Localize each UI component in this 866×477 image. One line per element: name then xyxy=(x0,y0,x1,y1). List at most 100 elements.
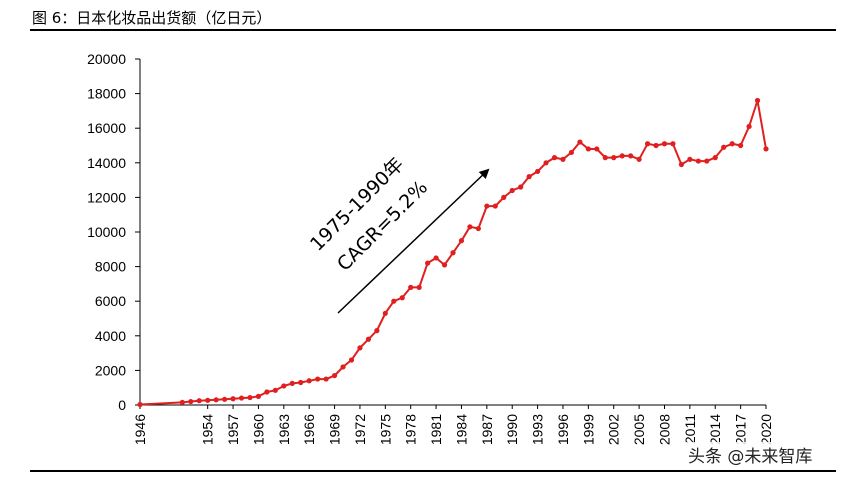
x-tick-label: 2014 xyxy=(707,414,723,445)
data-point xyxy=(408,284,414,290)
x-tick-label: 1966 xyxy=(301,414,317,445)
x-tick-label: 1987 xyxy=(479,414,495,445)
data-point xyxy=(264,389,270,395)
data-point xyxy=(475,225,481,232)
data-point xyxy=(205,397,211,403)
x-tick-label: 1996 xyxy=(555,414,571,445)
x-tick-label: 1999 xyxy=(580,414,596,445)
data-point xyxy=(230,396,236,402)
data-point xyxy=(501,194,507,200)
x-tick-label: 2008 xyxy=(656,414,672,445)
data-point xyxy=(137,401,143,408)
data-point xyxy=(188,398,194,405)
data-point xyxy=(416,284,422,290)
data-point xyxy=(687,156,693,162)
x-tick-label: 1981 xyxy=(428,414,444,445)
data-point xyxy=(221,396,228,402)
x-tick-label: 1954 xyxy=(200,414,216,445)
data-point xyxy=(391,298,397,304)
data-point xyxy=(399,295,405,301)
data-point xyxy=(374,328,380,334)
x-tick-label: 2017 xyxy=(733,414,749,445)
data-point xyxy=(289,380,295,386)
data-point xyxy=(644,141,651,147)
y-tick-label: 8000 xyxy=(95,259,126,275)
data-point xyxy=(357,345,363,351)
trend-arrow xyxy=(337,168,490,314)
data-point xyxy=(441,262,448,268)
x-tick-label: 1993 xyxy=(530,414,546,445)
data-point xyxy=(382,310,388,316)
data-point xyxy=(179,399,185,406)
data-point xyxy=(348,357,355,363)
data-point xyxy=(425,260,431,266)
data-point xyxy=(585,146,591,152)
data-point xyxy=(661,141,668,147)
data-point xyxy=(281,383,287,389)
data-point xyxy=(315,376,321,382)
data-point xyxy=(238,395,245,401)
data-point xyxy=(695,158,701,164)
data-point xyxy=(543,160,549,166)
x-tick-label: 2002 xyxy=(606,414,622,445)
data-point xyxy=(551,155,558,161)
x-tick-label: 1975 xyxy=(377,414,393,445)
data-point xyxy=(467,224,473,230)
y-tick-label: 6000 xyxy=(95,293,126,309)
data-point xyxy=(534,168,541,175)
data-point xyxy=(247,394,253,401)
x-tick-label: 1963 xyxy=(276,414,292,445)
y-tick-label: 18000 xyxy=(87,86,126,102)
data-point xyxy=(568,149,575,156)
x-tick-label: 2011 xyxy=(682,414,698,444)
data-point xyxy=(255,393,262,399)
data-point xyxy=(306,378,312,384)
y-tick-label: 4000 xyxy=(95,328,126,344)
data-point xyxy=(602,155,608,161)
data-point xyxy=(594,146,600,152)
data-point xyxy=(738,142,744,149)
y-tick-label: 2000 xyxy=(95,362,126,378)
data-point xyxy=(746,123,752,130)
x-tick-label: 1990 xyxy=(504,414,520,445)
x-tick-label: 1978 xyxy=(403,414,419,445)
data-point xyxy=(213,397,219,403)
data-point xyxy=(526,174,532,180)
x-tick-label: 1969 xyxy=(327,414,343,445)
y-tick-label: 20000 xyxy=(87,51,126,67)
data-point xyxy=(729,141,735,147)
data-point xyxy=(619,153,625,159)
data-point xyxy=(323,376,329,382)
y-tick-label: 16000 xyxy=(87,120,126,136)
x-tick-label: 1957 xyxy=(225,414,241,445)
x-tick-label: 1984 xyxy=(453,414,469,445)
y-tick-label: 12000 xyxy=(87,189,126,205)
data-point xyxy=(331,372,338,379)
data-point xyxy=(653,142,659,149)
data-point xyxy=(298,379,304,386)
data-point xyxy=(628,153,634,159)
data-point xyxy=(560,156,566,162)
x-tick-label: 1960 xyxy=(250,414,266,445)
data-point xyxy=(704,158,710,164)
watermark: 头条 @未来智库 xyxy=(686,442,815,467)
y-tick-label: 10000 xyxy=(87,224,126,240)
x-tick-label: 2020 xyxy=(758,414,774,445)
data-point xyxy=(365,336,372,342)
data-point xyxy=(433,255,439,261)
top-divider xyxy=(30,29,836,31)
chart-title: 图 6：日本化妆品出货额（亿日元） xyxy=(32,9,272,27)
data-point xyxy=(196,398,202,404)
data-point xyxy=(509,187,515,194)
data-point xyxy=(458,238,465,244)
data-point xyxy=(763,146,769,152)
y-tick-label: 0 xyxy=(118,397,126,413)
x-tick-label: 1972 xyxy=(352,414,368,445)
data-point xyxy=(636,156,642,162)
data-point xyxy=(272,387,278,393)
data-point xyxy=(492,203,498,209)
data-point xyxy=(712,155,718,161)
data-point xyxy=(484,203,490,209)
data-point xyxy=(678,161,685,168)
